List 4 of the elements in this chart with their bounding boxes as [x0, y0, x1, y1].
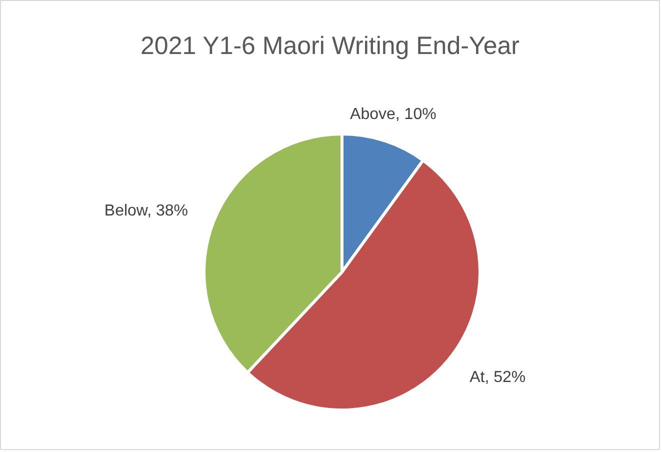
slice-label: Above, 10% [350, 106, 436, 124]
chart-title: 2021 Y1-6 Maori Writing End-Year [140, 32, 520, 60]
slice-label: Below, 38% [104, 202, 188, 220]
slice-label: At, 52% [470, 369, 526, 386]
